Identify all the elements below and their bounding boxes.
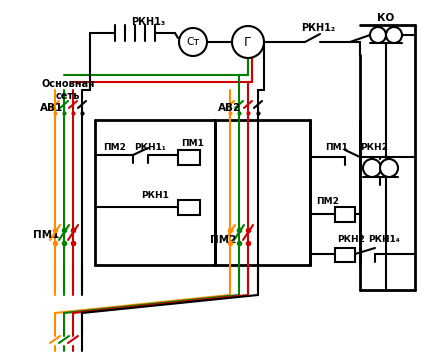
Text: ПМ2: ПМ2 (104, 143, 126, 152)
Bar (335, 248, 355, 262)
Text: РКН1: РКН1 (141, 190, 169, 200)
Circle shape (380, 159, 398, 177)
Bar (335, 207, 355, 222)
Circle shape (370, 27, 386, 43)
Text: ПМ2: ПМ2 (210, 235, 237, 245)
Text: ПМ1: ПМ1 (325, 143, 348, 152)
Text: АВ2: АВ2 (218, 103, 241, 113)
Text: РКН2: РКН2 (360, 143, 388, 152)
Text: Ст: Ст (186, 37, 200, 47)
Text: АВ1: АВ1 (40, 103, 63, 113)
Text: ПМ2: ПМ2 (316, 198, 339, 206)
Text: ПМ1: ПМ1 (181, 138, 204, 148)
Circle shape (363, 159, 381, 177)
Text: РКН1₂: РКН1₂ (301, 23, 335, 33)
Bar (178, 150, 200, 165)
Text: Основная
сеть: Основная сеть (41, 79, 95, 101)
Text: РКН2: РКН2 (337, 235, 365, 245)
Text: РКН1₄: РКН1₄ (368, 235, 400, 245)
Circle shape (179, 28, 207, 56)
Circle shape (386, 27, 402, 43)
Text: КО: КО (378, 13, 395, 23)
Text: Г: Г (244, 35, 252, 48)
Text: РКН1₃: РКН1₃ (131, 17, 165, 27)
Bar (178, 200, 200, 215)
Circle shape (232, 26, 264, 58)
Text: РКН1₁: РКН1₁ (134, 143, 166, 152)
Text: ПМ1: ПМ1 (33, 230, 59, 240)
